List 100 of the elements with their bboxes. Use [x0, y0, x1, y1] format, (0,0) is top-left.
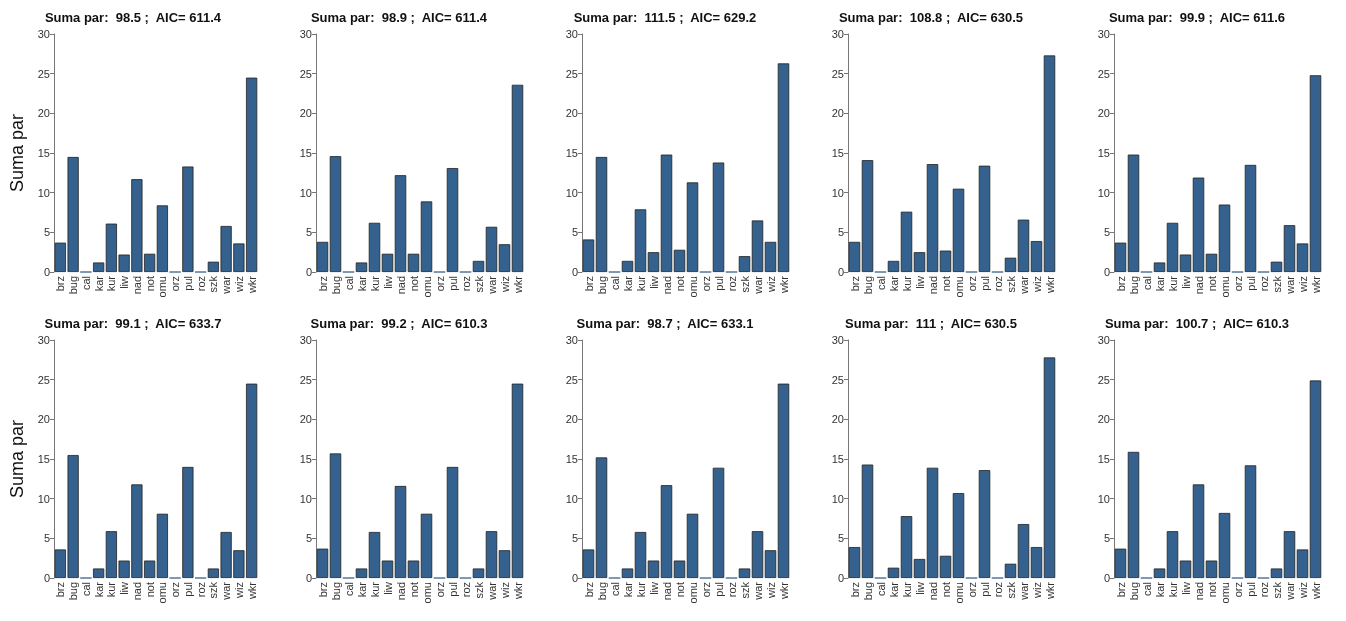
x-tick-label: cal [608, 582, 621, 597]
bar [511, 84, 524, 272]
y-tick-label: 20 [1097, 107, 1110, 120]
bar [764, 241, 777, 272]
x-tick-label: liw [118, 581, 131, 595]
y-tick-label: 15 [1097, 453, 1110, 465]
bar [764, 550, 777, 578]
x-tick-label: wiz [1296, 276, 1309, 293]
bar [420, 513, 433, 578]
x-tick-label: nad [394, 276, 407, 295]
x-tick-label: brz [1114, 582, 1127, 598]
bar [926, 164, 939, 272]
x-tick-label: cal [874, 276, 887, 291]
bar [1127, 451, 1140, 578]
y-tick-label: 5 [305, 226, 312, 239]
chart-title: Suma par: 100.7 ; AIC= 610.3 [1104, 316, 1290, 331]
bar [1043, 357, 1056, 578]
x-tick-label: brz [54, 276, 67, 292]
y-tick-label: 5 [571, 226, 578, 239]
x-tick-label: not [407, 276, 420, 292]
x-tick-label: nad [130, 582, 143, 601]
x-tick-label: liw [913, 581, 926, 595]
x-tick-label: brz [848, 276, 861, 292]
x-tick-label: wkr [1043, 581, 1056, 601]
y-tick-label: 30 [299, 28, 312, 40]
x-tick-label: pul [712, 582, 725, 597]
bar [1244, 465, 1257, 578]
x-tick-label: kar [1153, 275, 1166, 292]
x-tick-label: not [143, 276, 156, 292]
x-tick-label: szk [472, 275, 485, 293]
bar [368, 222, 381, 272]
bar [1166, 531, 1179, 578]
x-tick-label: szk [472, 581, 485, 599]
bar [660, 154, 673, 272]
bar [952, 493, 965, 578]
x-tick-label: liw [1179, 275, 1192, 289]
bar [407, 560, 420, 578]
x-tick-label: nad [660, 582, 673, 601]
bar [900, 516, 913, 578]
chart-title: Suma par: 108.8 ; AIC= 630.5 [838, 10, 1024, 25]
x-tick-label: roz [459, 582, 472, 598]
x-tick-label: szk [1270, 581, 1283, 599]
bar [1017, 219, 1030, 272]
y-tick-label: 5 [837, 226, 844, 239]
x-tick-label: brz [316, 276, 329, 292]
y-tick-label: 5 [43, 226, 50, 239]
x-tick-label: wkr [777, 581, 790, 601]
bar [673, 249, 686, 272]
bar [777, 383, 790, 578]
x-tick-label: kur [368, 581, 381, 598]
x-tick-label: pul [1244, 582, 1257, 597]
x-tick-label: bug [861, 582, 874, 601]
x-tick-label: liw [381, 275, 394, 289]
bar [355, 568, 368, 578]
chart-title: Suma par: 99.1 ; AIC= 633.7 [44, 316, 222, 331]
chart-title: Suma par: 99.9 ; AIC= 611.6 [1108, 10, 1286, 25]
x-tick-label: brz [582, 582, 595, 598]
x-tick-label: liw [1179, 581, 1192, 595]
bar [355, 262, 368, 272]
bar [1218, 204, 1231, 272]
x-tick-label: wiz [1296, 582, 1309, 599]
x-tick-label: bug [329, 276, 342, 295]
bar [1030, 241, 1043, 272]
x-tick-label: nad [660, 276, 673, 295]
bar [913, 252, 926, 272]
x-tick-label: not [673, 582, 686, 598]
y-tick-label: 30 [565, 28, 578, 40]
x-tick-label: kar [92, 275, 105, 292]
bar [1309, 75, 1322, 272]
y-tick-label: 25 [831, 67, 844, 80]
x-tick-label: wkr [511, 275, 524, 295]
chart-title: Suma par: 98.7 ; AIC= 633.1 [576, 316, 754, 331]
bar [634, 209, 647, 272]
y-tick-label: 20 [37, 107, 50, 120]
x-tick-label: omu [420, 582, 433, 604]
x-tick-label: wkr [1309, 275, 1322, 295]
bar [485, 531, 498, 578]
bar [673, 560, 686, 578]
y-tick-label: 5 [43, 532, 50, 545]
x-tick-label: not [407, 582, 420, 598]
x-tick-label: pul [978, 276, 991, 291]
y-tick-label: 25 [299, 67, 312, 80]
x-tick-label: wiz [498, 582, 511, 599]
x-tick-label: kur [1166, 581, 1179, 598]
y-tick-label: 0 [571, 572, 578, 584]
x-tick-label: szk [738, 581, 751, 599]
bar [738, 568, 751, 578]
x-tick-label: pul [446, 276, 459, 291]
x-tick-label: war [485, 581, 498, 601]
bar [156, 205, 168, 272]
y-tick-label: 25 [565, 67, 578, 80]
x-tick-label: war [1017, 275, 1030, 295]
bar [316, 241, 329, 272]
chart-title: Suma par: 111 ; AIC= 630.5 [845, 316, 1017, 331]
chart-title: Suma par: 111.5 ; AIC= 629.2 [573, 10, 757, 25]
bar [1192, 484, 1205, 578]
y-axis-title: Suma par [7, 113, 27, 193]
y-tick-label: 10 [299, 186, 312, 199]
bar [582, 239, 595, 272]
y-tick-label: 10 [565, 492, 578, 505]
